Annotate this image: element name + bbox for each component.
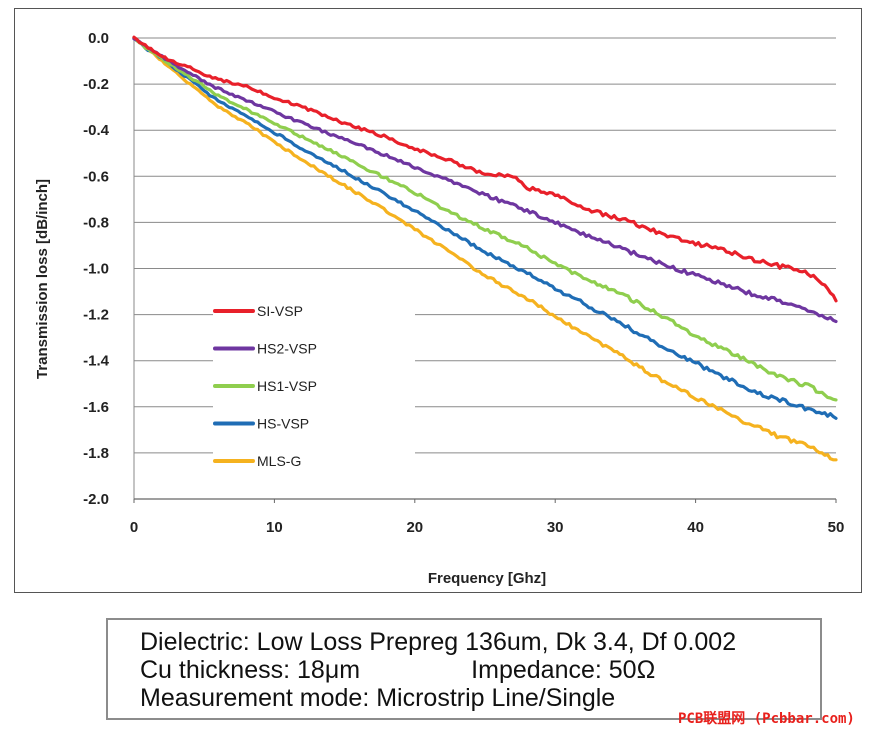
measurement-mode-line: Measurement mode: Microstrip Line/Single [140,684,616,712]
y-tick-label: -1.0 [83,261,109,278]
series-line-hs2-vsp [132,37,838,324]
x-tick-label: 10 [266,519,283,536]
y-tick-label: -2.0 [83,491,109,508]
y-axis-title: Transmission loss [dB/inch] [34,179,51,379]
transmission-loss-chart: 0.0 -0.2 -0.4 -0.6 -0.8 -1.0 -1.2 -1.4 -1.6 -1.8 -… [34,30,845,587]
legend-label-mls-g: MLS-G [257,453,301,469]
y-tick-label: 0.0 [88,30,109,47]
y-tick-label: -1.8 [83,445,109,462]
cu-thickness-impedance-line: Cu thickness: 18μm Impedance: 50Ω [140,656,656,684]
y-tick-label: -0.4 [83,122,110,139]
legend-label-hs2-vsp: HS2-VSP [257,341,317,357]
y-tick-label: -1.2 [83,307,109,324]
legend: SI-VSP HS2-VSP HS1-VSP HS-VSP MLS-G [213,303,317,469]
gridlines [134,37,836,454]
series-line-hs1-vsp [132,36,838,402]
dielectric-line: Dielectric: Low Loss Prepreg 136um, Dk 3… [140,628,737,656]
y-tick-label: -0.6 [83,168,109,185]
x-tick-labels: 0 10 20 30 40 50 [130,519,845,536]
series-line-si-vsp [132,35,838,303]
legend-label-hs-vsp: HS-VSP [257,416,309,432]
axes [133,38,837,503]
y-tick-label: -0.8 [83,214,109,231]
legend-label-hs1-vsp: HS1-VSP [257,378,317,394]
legend-label-si-vsp: SI-VSP [257,303,303,319]
y-tick-label: -0.2 [83,76,109,93]
x-tick-label: 50 [828,519,845,536]
x-tick-label: 40 [687,519,704,536]
series-line-hs-vsp [132,36,838,420]
y-tick-labels: 0.0 -0.2 -0.4 -0.6 -0.8 -1.0 -1.2 -1.4 -1.6 -1.8 -… [83,30,110,508]
series-lines [132,35,838,462]
x-tick-label: 20 [406,519,423,536]
chart-frame: 0.0 -0.2 -0.4 -0.6 -0.8 -1.0 -1.2 -1.4 -1.6 -1.8 -… [14,8,862,593]
watermark: PCB联盟网 (Pcbbar.com) [678,711,855,727]
x-tick-label: 30 [547,519,564,536]
test-conditions-box: Dielectric: Low Loss Prepreg 136um, Dk 3… [106,618,822,720]
x-axis-title: Frequency [Ghz] [428,570,546,587]
series-line-mls-g [132,36,838,462]
y-tick-label: -1.4 [83,353,110,370]
y-tick-label: -1.6 [83,399,109,416]
x-tick-label: 0 [130,519,138,536]
